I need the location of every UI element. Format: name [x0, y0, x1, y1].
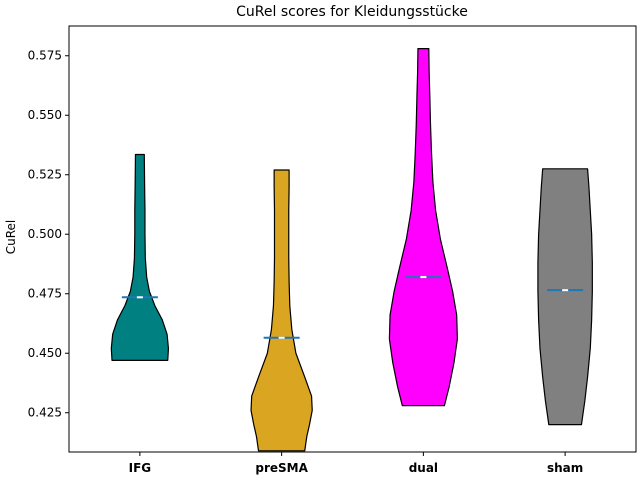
chart-title: CuRel scores for Kleidungsstücke [236, 4, 468, 20]
violin-preSMA [250, 169, 313, 452]
plot-frame [68, 25, 637, 453]
y-tick-label: 0.575 [28, 49, 62, 63]
violin-sham [537, 168, 593, 426]
y-axis-label: CuRel [4, 220, 18, 255]
violin-dual [388, 48, 458, 407]
y-tick-label: 0.475 [28, 287, 62, 301]
x-tick-label-IFG: IFG [129, 461, 152, 475]
x-tick-label-sham: sham [547, 461, 583, 475]
y-axis-ticks: 0.425 0.450 0.475 0.500 0.525 0.550 0.575 [28, 49, 69, 420]
y-tick-label: 0.525 [28, 168, 62, 182]
y-tick-label: 0.550 [28, 108, 62, 122]
y-tick-label: 0.425 [28, 406, 62, 420]
y-tick-label: 0.500 [28, 227, 62, 241]
y-tick-label: 0.450 [28, 346, 62, 360]
violins-group [110, 48, 593, 452]
x-tick-label-dual: dual [409, 461, 438, 475]
violin-IFG [110, 153, 170, 361]
x-axis-ticks: IFG preSMA dual sham [129, 452, 583, 475]
x-tick-label-preSMA: preSMA [255, 461, 308, 475]
